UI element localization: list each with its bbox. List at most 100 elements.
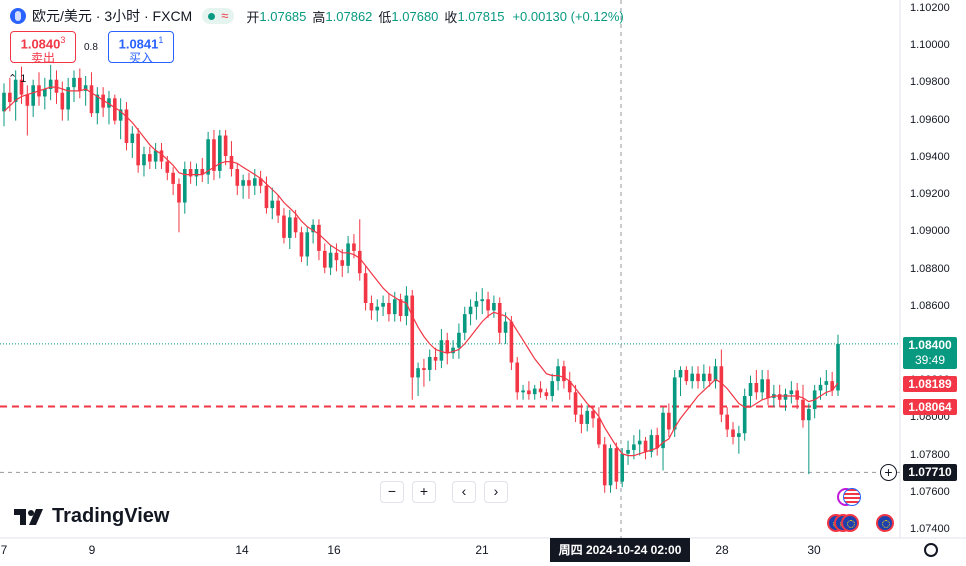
candle-body: [509, 321, 514, 363]
market-status[interactable]: ≈: [202, 8, 235, 24]
moving-average-line: [3, 86, 839, 457]
candle-body: [579, 414, 584, 424]
zoom-out-button[interactable]: −: [380, 481, 404, 503]
candle-body: [136, 133, 140, 166]
low-label: 低: [378, 9, 392, 25]
candle-body: [83, 85, 88, 91]
price-tick-label: 1.07600: [910, 485, 950, 498]
candle-body: [824, 381, 829, 385]
candle-body: [54, 79, 59, 93]
wave-icon: ≈: [221, 8, 229, 23]
candle-body: [742, 396, 747, 434]
settings-gear-icon[interactable]: [924, 543, 938, 557]
candle-body: [48, 79, 53, 90]
candle-body: [78, 77, 82, 91]
candle-body: [789, 390, 794, 395]
buy-price: 1.08411: [118, 35, 164, 52]
buy-button[interactable]: 1.08411 买入: [108, 31, 174, 66]
scroll-right-button[interactable]: ›: [484, 481, 508, 503]
candle-body: [142, 154, 146, 166]
candle-body: [311, 224, 315, 233]
candle-body: [13, 79, 18, 103]
candle-body: [713, 366, 718, 382]
low-value: 1.07680: [391, 8, 439, 24]
candle-body: [95, 94, 100, 114]
chart-legend: 欧元/美元 · 3小时 · FXCM ≈ 开 1.07685 高 1.07862 低…: [10, 6, 624, 26]
candle-body: [707, 373, 712, 382]
candle-body: [159, 150, 164, 162]
candle-body: [807, 409, 811, 421]
indicator-collapse[interactable]: ⌃ 1: [8, 72, 26, 85]
candle-body: [340, 260, 345, 266]
candle-body: [492, 302, 496, 311]
candle-body: [836, 343, 840, 391]
logo-text: TradingView: [52, 505, 170, 527]
current-price-value: 1.08400: [908, 338, 952, 352]
symbol-title[interactable]: 欧元/美元 · 3小时 · FXCM: [32, 8, 193, 24]
candle-body: [748, 383, 753, 397]
price-tick-label: 1.09200: [910, 188, 950, 201]
candle-body: [433, 356, 438, 361]
candle-body: [626, 449, 630, 454]
candle-body: [398, 299, 403, 317]
candle-body: [503, 321, 508, 333]
price-tick-label: 1.08600: [910, 299, 950, 312]
date-tick-label: 28: [715, 543, 729, 557]
candle-body: [801, 399, 805, 421]
candle-body: [2, 92, 6, 112]
sell-button[interactable]: 1.08403 卖出: [10, 31, 76, 66]
candle-body: [422, 368, 426, 370]
price-tick-label: 1.09600: [910, 113, 950, 126]
zoom-in-button[interactable]: +: [412, 481, 436, 503]
open-value: 1.07685: [259, 8, 307, 24]
price-tick-label: 1.10200: [910, 2, 950, 14]
candle-body: [818, 384, 823, 391]
candle-body: [89, 85, 94, 114]
tradingview-logo-icon: [14, 508, 43, 525]
candle-body: [777, 394, 782, 400]
candle-body: [556, 366, 560, 382]
date-tick-label: 7: [0, 543, 8, 557]
candle-body: [363, 273, 368, 303]
candle-body: [182, 169, 187, 203]
price-tick-label: 1.07400: [910, 523, 950, 535]
buy-label: 买入: [128, 51, 153, 66]
sell-label: 卖出: [30, 51, 55, 66]
crosshair-price-label: 1.07710: [903, 464, 957, 481]
candle-body: [416, 368, 420, 378]
candle-body: [8, 92, 12, 103]
tradingview-logo[interactable]: TradingView: [14, 505, 169, 528]
scroll-left-button[interactable]: ‹: [452, 481, 476, 503]
alert-price-label[interactable]: 1.08064: [903, 399, 957, 415]
candle-body: [696, 373, 700, 382]
candle-body: [474, 301, 479, 307]
candle-body: [223, 135, 228, 156]
candle-body: [427, 356, 432, 370]
candle-body: [264, 185, 269, 209]
eu-flag-icon[interactable]: [841, 514, 859, 532]
candle-body: [177, 183, 181, 203]
candle-body: [672, 377, 677, 430]
candle-body: [194, 169, 199, 177]
candle-body: [538, 388, 543, 393]
candle-body: [731, 429, 735, 437]
candle-body: [60, 92, 65, 110]
price-tick-label: 1.09000: [910, 225, 950, 238]
candle-body: [317, 224, 321, 251]
candle-body: [252, 178, 257, 186]
us-flag-icon[interactable]: [843, 488, 861, 506]
candle-body: [200, 169, 205, 175]
date-tick-label: 14: [235, 543, 249, 557]
date-tick-label: 9: [88, 543, 96, 557]
add-alert-plus-icon[interactable]: +: [880, 464, 897, 481]
candle-body: [235, 169, 240, 186]
bar-countdown: 39:49: [914, 353, 946, 367]
change-value: +0.00130 (+0.12%): [512, 8, 624, 24]
candle-body: [661, 412, 665, 449]
price-tick-label: 1.07800: [910, 448, 950, 461]
close-label: 收: [444, 9, 458, 25]
eu-flag-icon[interactable]: [876, 514, 894, 532]
candle-body: [258, 178, 263, 186]
candle-body: [451, 347, 455, 354]
